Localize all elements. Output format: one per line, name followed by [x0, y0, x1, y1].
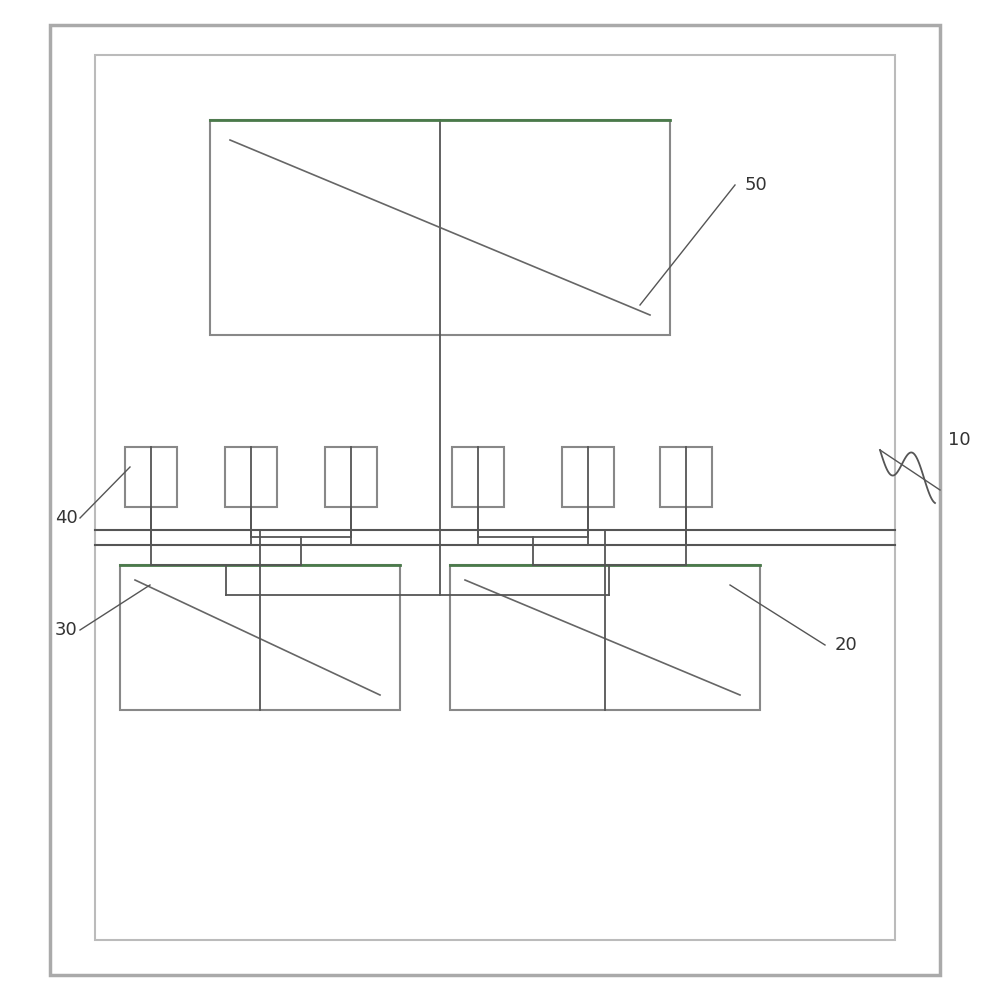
Bar [210, 120, 669, 335]
Text: 50: 50 [745, 176, 767, 194]
Text: 10: 10 [947, 431, 970, 449]
Bar [125, 447, 177, 507]
Text: 40: 40 [55, 509, 78, 527]
Bar [50, 25, 939, 975]
Text: 30: 30 [55, 621, 78, 639]
Bar [659, 447, 712, 507]
Bar [94, 55, 894, 940]
Bar [562, 447, 613, 507]
Bar [449, 565, 759, 710]
Bar [225, 447, 276, 507]
Bar [325, 447, 377, 507]
Bar [120, 565, 400, 710]
Text: 20: 20 [834, 636, 857, 654]
Bar [451, 447, 504, 507]
